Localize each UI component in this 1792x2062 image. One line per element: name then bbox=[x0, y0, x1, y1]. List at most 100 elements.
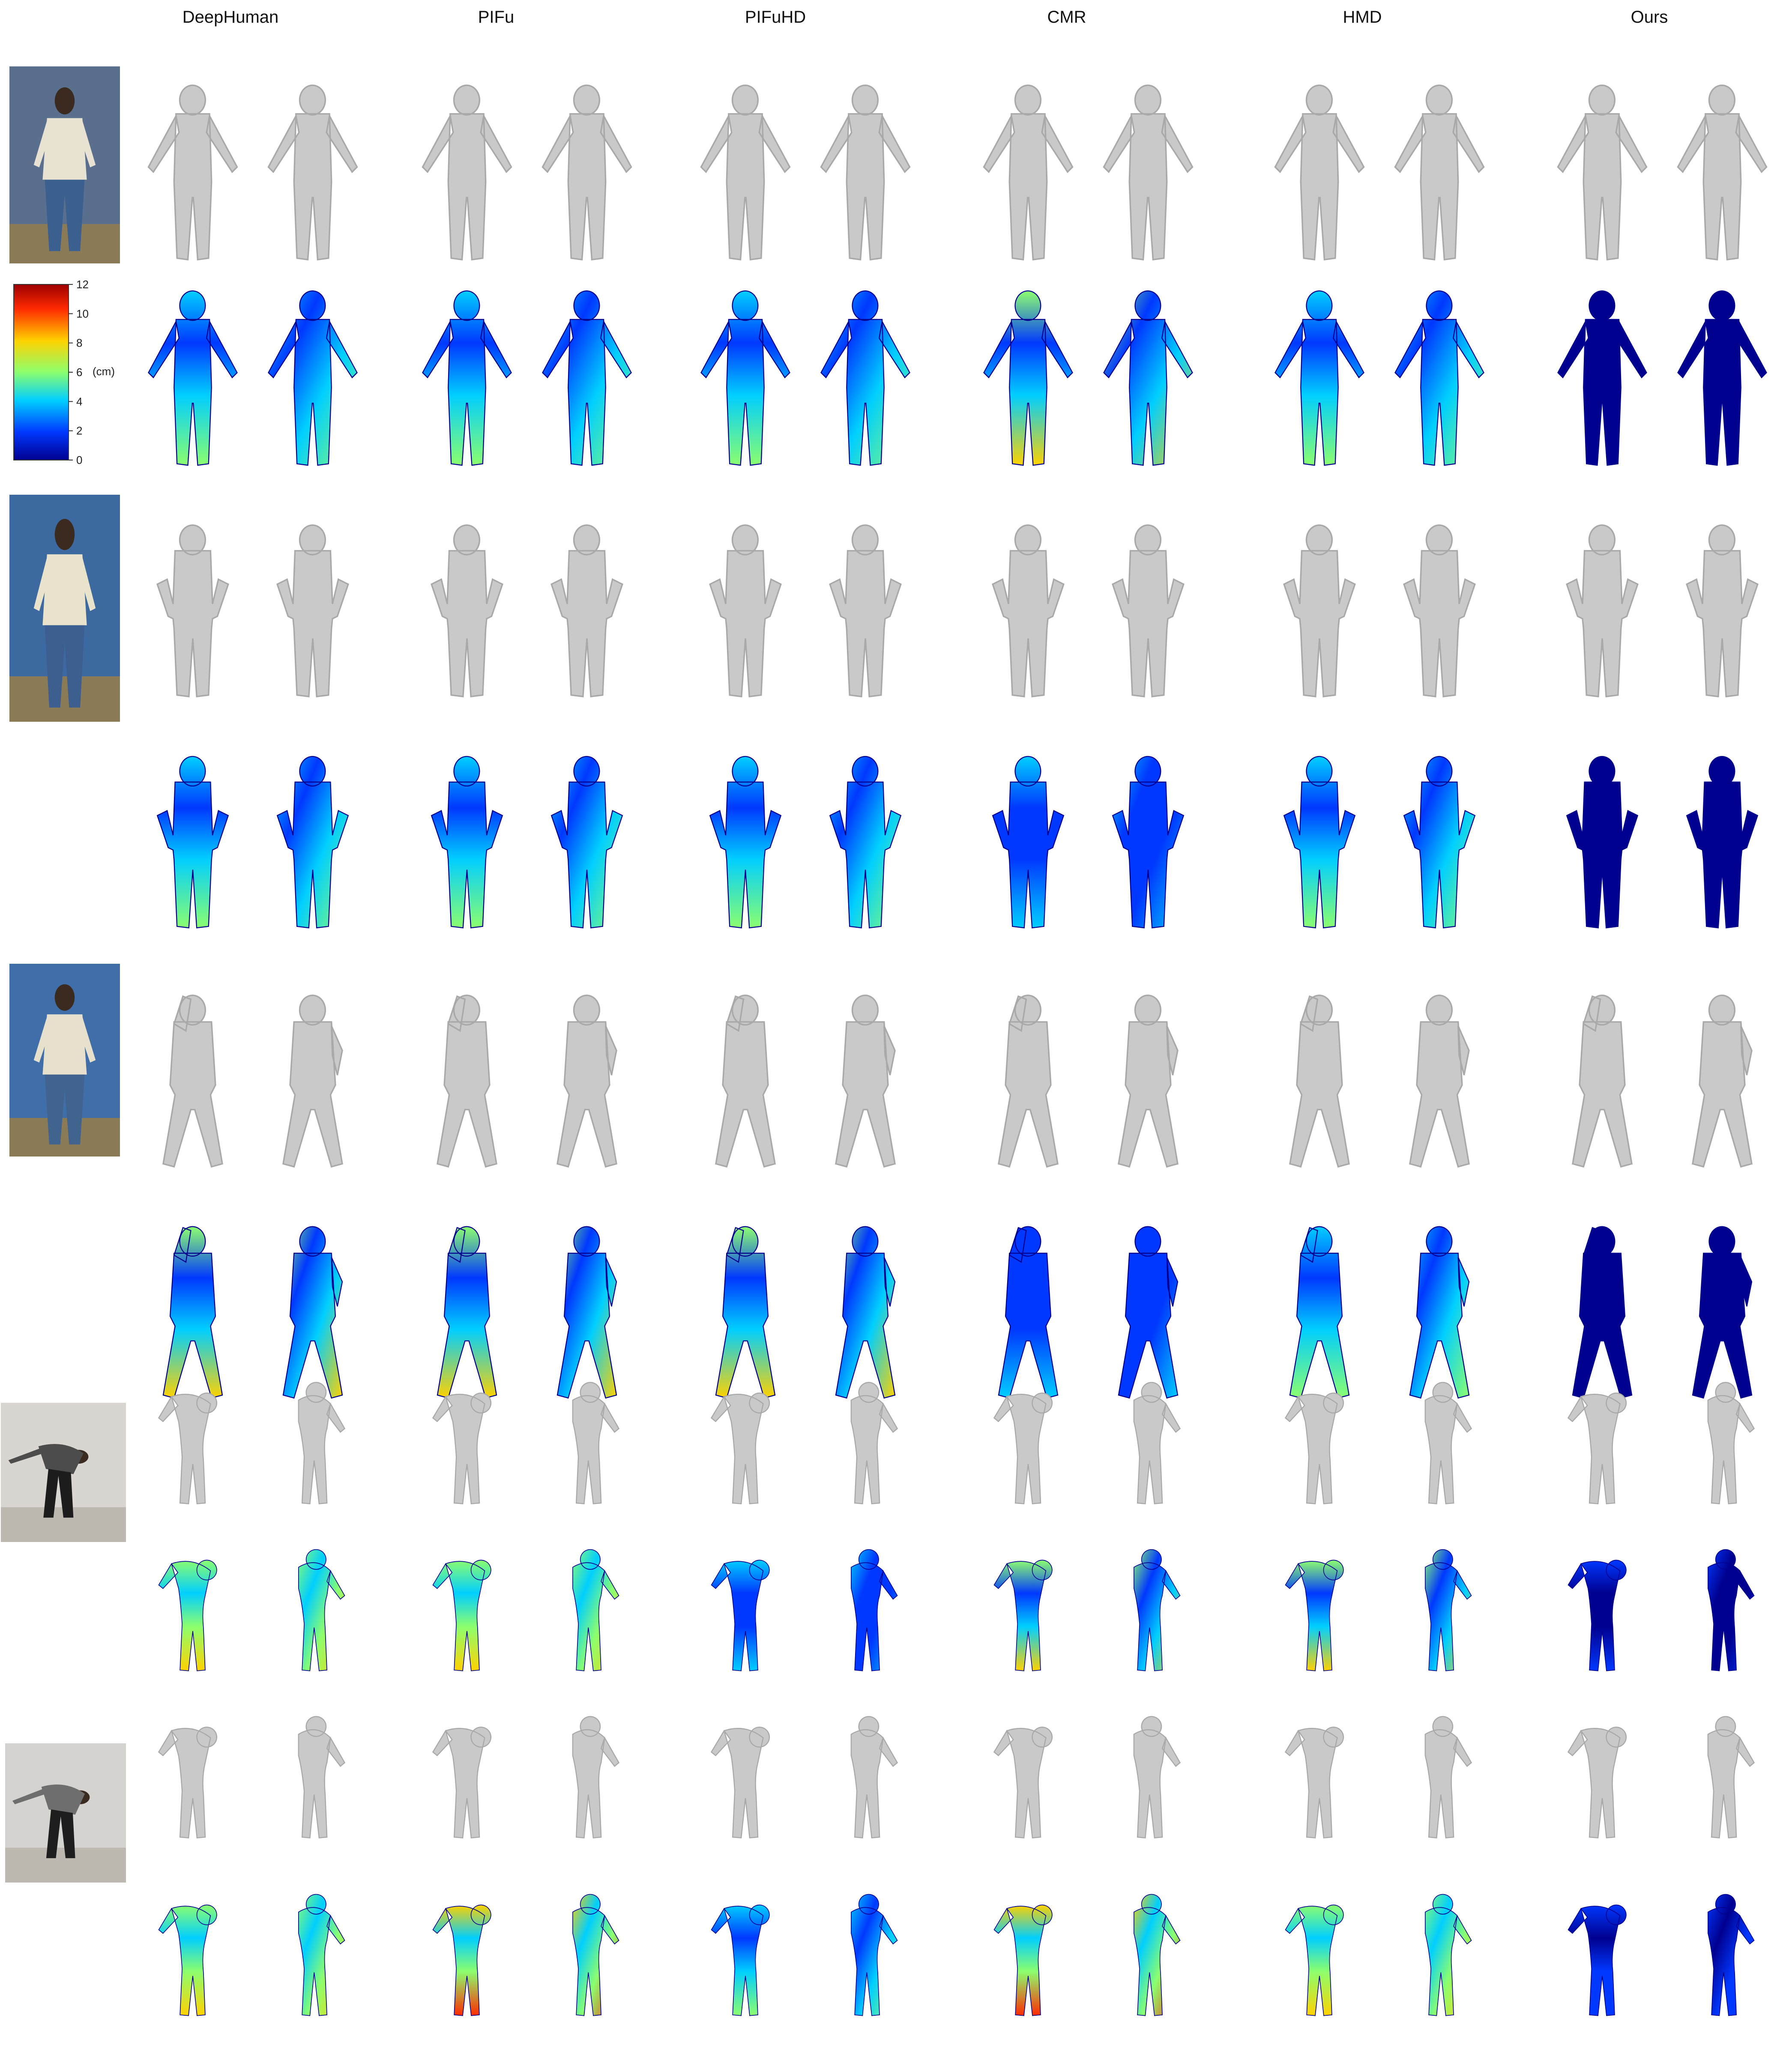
ours-error-map-s2-front bbox=[1566, 756, 1639, 929]
hmd-error-map-s3-back bbox=[1409, 1226, 1470, 1399]
column-header-ours: Ours bbox=[1630, 8, 1668, 27]
ours-error-map-s2-back bbox=[1686, 756, 1759, 929]
deephuman-error-map-s1-back bbox=[268, 290, 358, 466]
deephuman-error-map-s3-back bbox=[282, 1226, 343, 1399]
cmr-mesh-s5-front bbox=[993, 1727, 1053, 1839]
pifuhd-mesh-s3-back bbox=[835, 994, 896, 1168]
pifu-mesh-s5-back bbox=[572, 1716, 620, 1839]
deephuman-mesh-s2-back bbox=[276, 524, 349, 698]
pifuhd-error-map-s4-back bbox=[851, 1549, 898, 1671]
column-header-deephuman: DeepHuman bbox=[182, 8, 279, 27]
hmd-mesh-s1-back bbox=[1394, 84, 1485, 261]
pifuhd-error-map-s1-back bbox=[820, 290, 910, 466]
ours-mesh-s4-front bbox=[1567, 1393, 1627, 1505]
colorbar-tick-label: 12 bbox=[76, 278, 89, 291]
deephuman-error-map-s4-front bbox=[158, 1560, 217, 1671]
pifuhd-mesh-s1-front bbox=[700, 84, 791, 261]
cmr-error-map-s1-back bbox=[1103, 290, 1193, 466]
person-silhouette bbox=[33, 984, 96, 1145]
hmd-mesh-s5-front bbox=[1284, 1727, 1344, 1839]
pifuhd-mesh-s2-back bbox=[829, 524, 902, 698]
hmd-mesh-s2-back bbox=[1403, 524, 1476, 698]
pifu-mesh-s3-front bbox=[437, 994, 497, 1168]
deephuman-mesh-s5-back bbox=[298, 1716, 346, 1839]
cmr-mesh-s5-back bbox=[1133, 1716, 1181, 1839]
pifu-error-map-s4-back bbox=[572, 1549, 619, 1671]
cmr-mesh-s4-front bbox=[993, 1393, 1053, 1505]
colorbar-tick-label: 0 bbox=[76, 454, 82, 466]
hmd-mesh-s4-back bbox=[1424, 1382, 1472, 1505]
deephuman-error-map-s1-front bbox=[148, 290, 238, 466]
cmr-error-map-s4-back bbox=[1134, 1549, 1181, 1671]
deephuman-mesh-s3-back bbox=[282, 994, 343, 1168]
pifu-mesh-s1-back bbox=[541, 84, 632, 261]
cmr-mesh-s1-front bbox=[983, 84, 1074, 261]
hmd-error-map-s5-back bbox=[1425, 1894, 1472, 2016]
subject-photo-2 bbox=[9, 495, 120, 722]
cmr-error-map-s5-back bbox=[1134, 1894, 1181, 2016]
pifu-mesh-s4-back bbox=[572, 1382, 620, 1505]
pifuhd-error-map-s5-front bbox=[711, 1904, 770, 2016]
deephuman-error-map-s3-front bbox=[162, 1226, 223, 1399]
person-silhouette bbox=[12, 1784, 90, 1859]
cmr-error-map-s1-front bbox=[983, 290, 1073, 466]
person-silhouette bbox=[33, 87, 96, 251]
ours-mesh-s2-back bbox=[1686, 524, 1759, 698]
pifu-mesh-s1-front bbox=[422, 84, 512, 261]
ours-error-map-s3-front bbox=[1572, 1226, 1633, 1399]
hmd-error-map-s2-front bbox=[1283, 756, 1356, 929]
ours-error-map-s1-back bbox=[1677, 290, 1767, 466]
ours-mesh-s4-back bbox=[1707, 1382, 1755, 1505]
deephuman-error-map-s4-back bbox=[298, 1549, 345, 1671]
ours-mesh-s1-back bbox=[1677, 84, 1768, 261]
cmr-error-map-s3-front bbox=[998, 1226, 1059, 1399]
pifu-mesh-s2-back bbox=[550, 524, 623, 698]
cmr-error-map-s5-front bbox=[993, 1904, 1053, 2016]
pifuhd-error-map-s2-front bbox=[709, 756, 782, 929]
cmr-error-map-s4-front bbox=[993, 1560, 1053, 1671]
pifuhd-mesh-s1-back bbox=[820, 84, 911, 261]
ours-error-map-s5-back bbox=[1708, 1894, 1755, 2016]
deephuman-error-map-s5-back bbox=[298, 1894, 345, 2016]
cmr-error-map-s2-back bbox=[1112, 756, 1185, 929]
pifu-mesh-s5-front bbox=[432, 1727, 492, 1839]
deephuman-error-map-s2-front bbox=[156, 756, 229, 929]
pifuhd-mesh-s5-back bbox=[850, 1716, 898, 1839]
cmr-mesh-s1-back bbox=[1103, 84, 1194, 261]
ours-mesh-s5-back bbox=[1707, 1716, 1755, 1839]
pifuhd-error-map-s2-back bbox=[829, 756, 902, 929]
pifuhd-error-map-s3-back bbox=[835, 1226, 896, 1399]
deephuman-mesh-s1-front bbox=[147, 84, 238, 261]
deephuman-mesh-s2-front bbox=[156, 524, 229, 698]
deephuman-mesh-s4-front bbox=[158, 1393, 218, 1505]
pifu-mesh-s4-front bbox=[432, 1393, 492, 1505]
pifu-error-map-s4-front bbox=[432, 1560, 491, 1671]
colorbar-unit-label: (cm) bbox=[93, 365, 115, 378]
error-colorbar: 12 10 8 6 4 2 0 (cm) bbox=[13, 278, 115, 466]
ours-mesh-s2-front bbox=[1566, 524, 1639, 698]
cmr-mesh-s2-back bbox=[1112, 524, 1185, 698]
hmd-mesh-s3-front bbox=[1289, 994, 1350, 1168]
column-header-cmr: CMR bbox=[1047, 8, 1086, 27]
column-header-pifu: PIFu bbox=[478, 8, 515, 27]
pifuhd-mesh-s4-front bbox=[710, 1393, 770, 1505]
pifuhd-mesh-s2-front bbox=[709, 524, 782, 698]
pifu-error-map-s1-back bbox=[542, 290, 632, 466]
hmd-mesh-s5-back bbox=[1424, 1716, 1472, 1839]
ours-mesh-s3-back bbox=[1692, 994, 1753, 1168]
deephuman-mesh-s1-back bbox=[267, 84, 358, 261]
subject-photo-3 bbox=[9, 964, 120, 1157]
colorbar-tick-label: 4 bbox=[76, 395, 82, 408]
ours-error-map-s1-front bbox=[1557, 290, 1647, 466]
colorbar-tick-label: 10 bbox=[76, 307, 89, 320]
colorbar-gradient bbox=[13, 284, 69, 460]
ours-error-map-s5-front bbox=[1568, 1904, 1627, 2016]
pifu-error-map-s2-front bbox=[431, 756, 503, 929]
cmr-mesh-s2-front bbox=[992, 524, 1065, 698]
pifu-error-map-s1-front bbox=[422, 290, 512, 466]
hmd-error-map-s4-front bbox=[1285, 1560, 1344, 1671]
hmd-error-map-s4-back bbox=[1425, 1549, 1472, 1671]
pifu-error-map-s5-back bbox=[572, 1894, 619, 2016]
